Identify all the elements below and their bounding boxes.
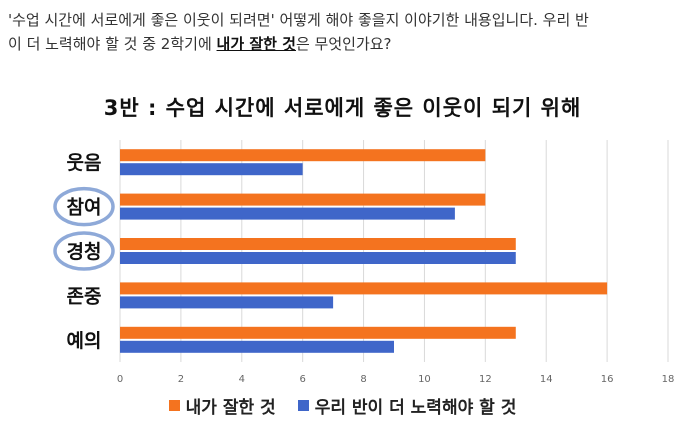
- bar-s0-4: [120, 326, 516, 339]
- legend-label-series-1: 내가 잘한 것: [185, 398, 276, 418]
- bar-s1-4: [120, 340, 394, 353]
- legend-swatch-orange: [168, 400, 180, 411]
- question-emphasis: 내가 잘한 것: [216, 35, 296, 53]
- question-line-2-pre: 이 더 노력해야 할 것 중 2학기에: [8, 35, 217, 53]
- legend-swatch-blue: [297, 400, 309, 411]
- x-tick-label-0: 0: [117, 374, 123, 385]
- legend-item-series-2: 우리 반이 더 노력해야 할 것: [297, 393, 517, 418]
- circle-highlight-1: [53, 186, 115, 227]
- x-tick-label-3: 6: [299, 374, 305, 385]
- circle-highlight-2: [53, 231, 115, 271]
- x-tick-label-4: 8: [360, 374, 366, 385]
- question-line-2: 이 더 노력해야 할 것 중 2학기에 내가 잘한 것은 무엇인가요?: [8, 32, 678, 56]
- bar-s0-3: [120, 282, 608, 295]
- bar-s1-3: [120, 296, 334, 309]
- x-tick-label-8: 16: [601, 374, 614, 385]
- question-line-2-post: 은 무엇인가요?: [295, 35, 392, 53]
- bar-s0-1: [120, 193, 486, 206]
- bar-s1-2: [120, 252, 516, 264]
- question-text: '수업 시간에 서로에게 좋은 이웃이 되려면' 어떻게 해야 좋을지 이야기한…: [8, 8, 678, 56]
- category-label-0: 웃음: [67, 152, 102, 174]
- x-tick-label-7: 14: [540, 374, 553, 385]
- bar-s1-1: [120, 207, 455, 220]
- category-label-1: 참여: [67, 197, 102, 219]
- x-tick-label-6: 12: [479, 374, 492, 385]
- x-tick-label-1: 2: [178, 374, 184, 385]
- category-label-2: 경청: [67, 241, 102, 263]
- category-label-4: 예의: [67, 330, 102, 352]
- x-tick-label-5: 10: [418, 374, 431, 385]
- x-tick-label-2: 4: [239, 374, 245, 385]
- chart-legend: 내가 잘한 것 우리 반이 더 노력해야 할 것: [0, 393, 685, 418]
- category-label-3: 존중: [67, 285, 102, 307]
- x-tick-label-9: 18: [662, 374, 675, 385]
- legend-item-series-1: 내가 잘한 것: [168, 393, 276, 418]
- question-line-1: '수업 시간에 서로에게 좋은 이웃이 되려면' 어떻게 해야 좋을지 이야기한…: [8, 11, 589, 29]
- legend-label-series-2: 우리 반이 더 노력해야 할 것: [314, 398, 517, 418]
- bar-s0-2: [120, 238, 516, 250]
- bar-s0-0: [120, 149, 486, 162]
- bar-s1-0: [120, 163, 303, 176]
- chart-title: 3반 : 수업 시간에 서로에게 좋은 이웃이 되기 위해: [103, 96, 582, 120]
